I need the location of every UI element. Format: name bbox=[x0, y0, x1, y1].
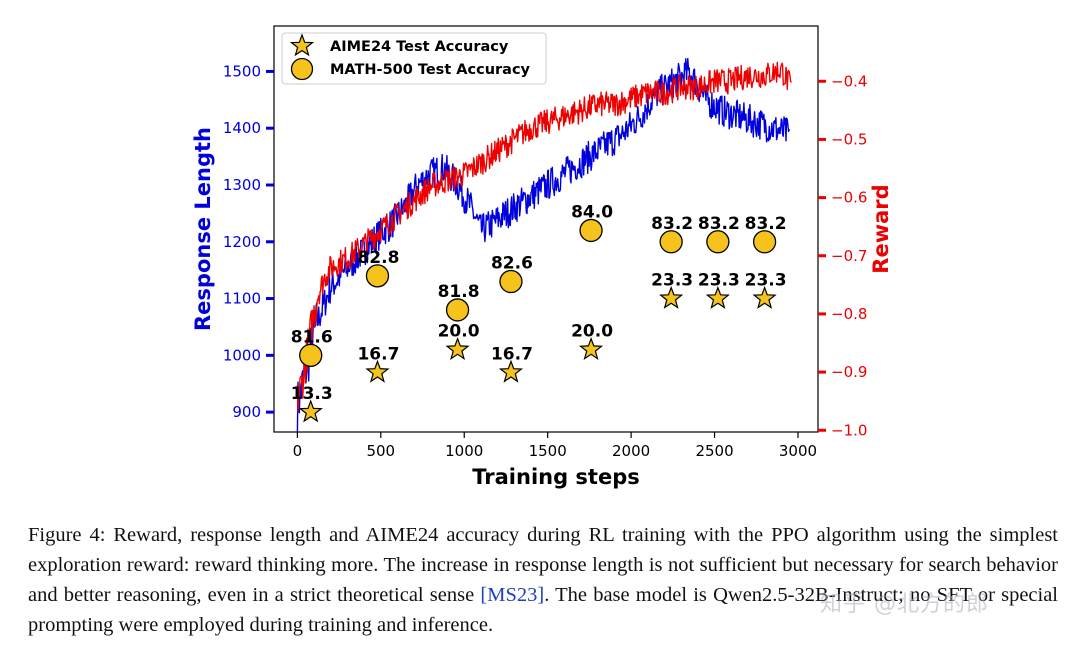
caption-text-2: . The base model is Qwen2.5-32B-Instruct… bbox=[28, 584, 1059, 636]
x-tick-label: 2000 bbox=[612, 442, 650, 460]
caption-label: Figure 4: bbox=[28, 524, 106, 546]
x-tick-label: 0 bbox=[293, 442, 303, 460]
math500-data-label: 82.6 bbox=[491, 254, 533, 274]
x-tick-label: 2500 bbox=[695, 442, 733, 460]
x-axis-label: Training steps bbox=[472, 465, 640, 489]
y-left-tick-label: 900 bbox=[232, 403, 261, 421]
math500-data-label: 81.8 bbox=[438, 282, 480, 302]
math500-data-label: 83.2 bbox=[745, 214, 787, 234]
aime24-data-label: 20.0 bbox=[571, 322, 613, 342]
aime24-data-label: 23.3 bbox=[651, 271, 693, 291]
y-left-tick-label: 1300 bbox=[223, 176, 261, 194]
y-right-tick-label: −0.7 bbox=[831, 247, 867, 265]
y-left-axis-label: Response Length bbox=[191, 127, 215, 331]
math500-circle-marker bbox=[445, 298, 470, 322]
y-right-tick-label: −0.5 bbox=[831, 130, 867, 148]
x-tick-label: 500 bbox=[366, 442, 395, 460]
aime24-star-marker bbox=[752, 285, 777, 309]
aime24-data-label: 23.3 bbox=[745, 271, 787, 291]
figure-chart: 0 500 1000 1500 2000 2500 3000 900 1000 1100 1200 1… bbox=[191, 25, 893, 489]
y-left-tick-label: 1100 bbox=[223, 290, 261, 308]
series-line-response-length bbox=[296, 57, 790, 432]
legend-label-aime24: AIME24 Test Accuracy bbox=[330, 39, 509, 55]
legend-box bbox=[281, 32, 547, 85]
caption-text-1: Reward, response length and AIME24 accur… bbox=[28, 524, 1058, 606]
y-right-tick-label: −1.0 bbox=[831, 421, 867, 439]
y-right-tick-label: −0.8 bbox=[831, 305, 867, 323]
math500-circle-marker bbox=[706, 230, 730, 254]
y-left-tick-label: 1000 bbox=[223, 346, 261, 364]
aime24-star-marker bbox=[498, 359, 524, 383]
aime24-star-marker bbox=[298, 399, 323, 423]
math500-circle-marker bbox=[499, 269, 523, 294]
series-line-reward bbox=[296, 61, 792, 412]
math500-data-label: 83.2 bbox=[651, 214, 693, 234]
legend-circle-icon bbox=[290, 57, 314, 81]
math500-circle-marker bbox=[299, 343, 323, 367]
math500-data-label: 82.8 bbox=[357, 248, 399, 268]
math500-data-label: 81.6 bbox=[291, 327, 333, 347]
x-tick-label: 3000 bbox=[779, 442, 817, 460]
y-right-tick-label: −0.4 bbox=[831, 72, 867, 90]
math500-circle-marker bbox=[579, 218, 603, 243]
aime24-star-marker bbox=[659, 285, 684, 309]
y-right-tick-label: −0.9 bbox=[831, 363, 867, 381]
legend-label-math500: MATH-500 Test Accuracy bbox=[330, 62, 531, 78]
aime24-data-label: 13.3 bbox=[291, 384, 333, 404]
aime24-data-label: 16.7 bbox=[357, 344, 399, 364]
watermark: 知乎 @北方的郎 bbox=[820, 592, 989, 617]
aime24-data-label: 20.0 bbox=[438, 322, 480, 342]
y-left-tick-label: 1400 bbox=[223, 119, 261, 137]
aime24-star-marker bbox=[365, 359, 390, 383]
aime24-star-marker bbox=[705, 285, 730, 309]
math500-data-label: 84.0 bbox=[571, 202, 613, 222]
aime24-star-marker bbox=[445, 336, 470, 361]
legend-star-icon bbox=[289, 33, 315, 57]
aime24-data-label: 16.7 bbox=[491, 344, 533, 364]
citation-link[interactable]: [MS23] bbox=[480, 584, 545, 606]
y-left-tick-label: 1200 bbox=[223, 233, 261, 251]
math500-circle-marker bbox=[752, 230, 777, 254]
y-right-tick-label: −0.6 bbox=[831, 189, 867, 207]
math500-data-label: 83.2 bbox=[698, 214, 740, 234]
y-right-axis-label: Reward bbox=[869, 184, 893, 273]
x-tick-label: 1000 bbox=[445, 442, 483, 460]
x-tick-label: 1500 bbox=[529, 442, 567, 460]
aime24-star-marker bbox=[578, 336, 604, 361]
math500-circle-marker bbox=[365, 264, 390, 288]
math500-circle-marker bbox=[659, 230, 683, 254]
y-left-tick-label: 1500 bbox=[223, 62, 261, 80]
figure-caption: Figure 4: Reward, response length and AI… bbox=[28, 520, 1058, 640]
plot-frame bbox=[273, 25, 819, 433]
aime24-data-label: 23.3 bbox=[698, 271, 740, 291]
